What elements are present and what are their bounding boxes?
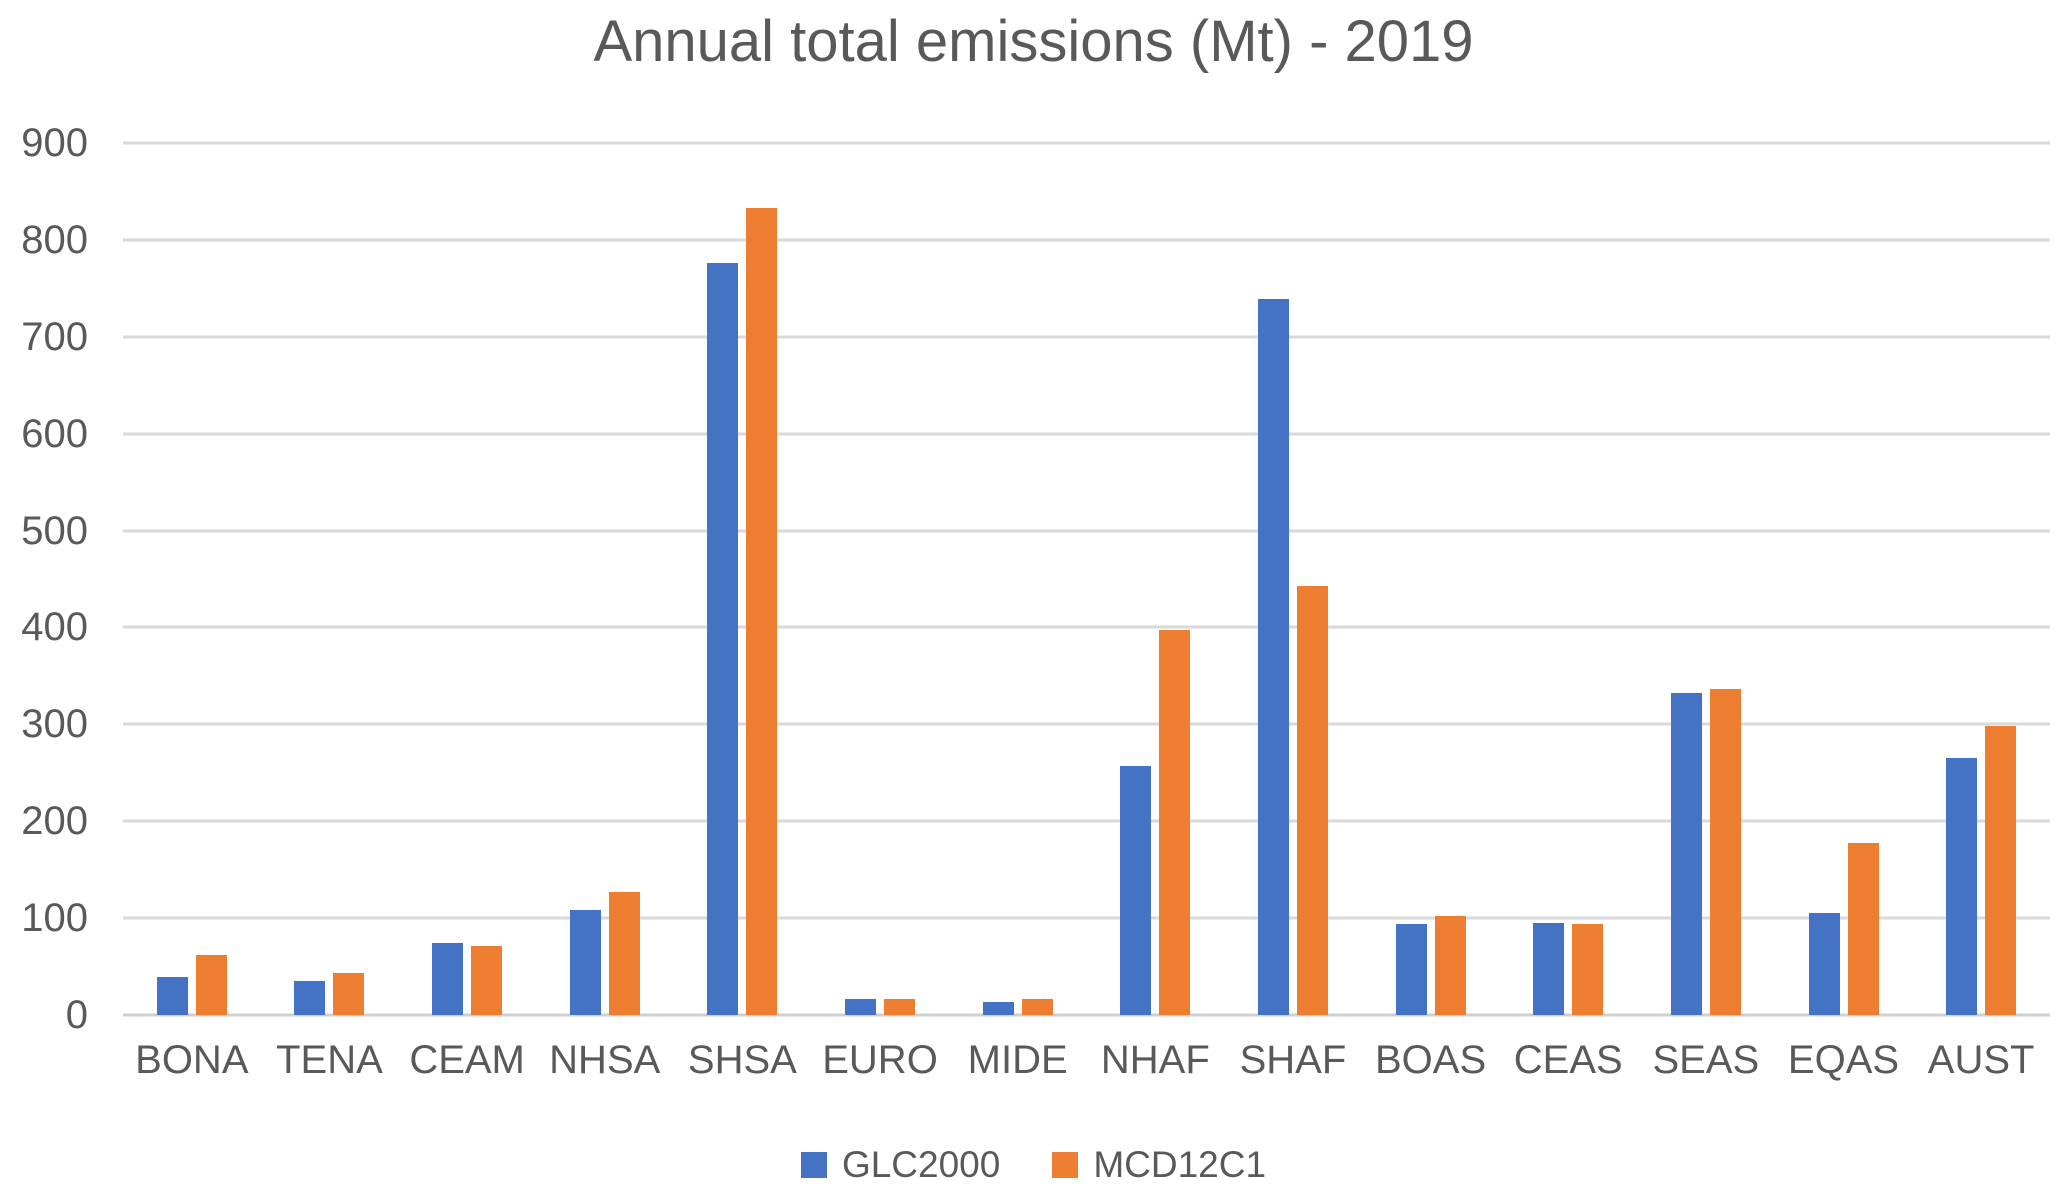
bar-mcd12c1-eqas (1847, 842, 1879, 1015)
bar-group-tena (261, 143, 399, 1015)
y-axis-tick-label: 600 (21, 411, 88, 456)
bar-glc2000-ceas (1533, 922, 1565, 1015)
bar-group-bona (123, 143, 261, 1015)
x-axis-category-label-euro: EURO (822, 1038, 938, 1082)
gridline-400 (123, 625, 2050, 629)
bar-glc2000-nhsa (569, 910, 601, 1015)
bar-glc2000-boas (1395, 923, 1427, 1015)
x-axis-category-label-mide: MIDE (967, 1038, 1068, 1082)
bar-group-ceam (398, 143, 536, 1015)
legend-swatch-icon-mcd12c1 (1052, 1152, 1079, 1178)
chart-title: Annual total emissions (Mt) - 2019 (593, 9, 1474, 74)
bar-glc2000-nhaf (1120, 766, 1152, 1015)
legend-item-mcd12c1: MCD12C1 (1052, 1144, 1266, 1186)
bar-glc2000-euro (845, 998, 877, 1015)
x-axis-category-label-eqas: EQAS (1787, 1038, 1900, 1082)
x-axis-category-label-bona: BONA (135, 1038, 249, 1082)
bar-group-aust (1912, 143, 2050, 1015)
legend-label-mcd12c1: MCD12C1 (1093, 1144, 1267, 1185)
x-axis-category-label-nhsa: NHSA (549, 1038, 661, 1082)
bar-group-seas (1637, 143, 1775, 1015)
bar-glc2000-tena (294, 981, 326, 1015)
x-axis-category-label-aust: AUST (1927, 1038, 2035, 1082)
gridline-500 (123, 529, 2050, 533)
y-axis: 0 100 200 300 400 500 600 700 800 900 (0, 123, 92, 1035)
x-axis: BONA TENA CEAM NHSA SHSA EURO MIDE NHAF SHAF BOAS… (123, 1038, 2050, 1083)
bar-group-boas (1362, 143, 1500, 1015)
bar-group-nhaf (1086, 143, 1224, 1015)
bar-group-euro (811, 143, 949, 1015)
y-axis-tick-label: 100 (21, 896, 88, 941)
legend-label-glc2000: GLC2000 (841, 1144, 1001, 1185)
bar-group-shaf (1224, 143, 1362, 1015)
x-axis-category-label-boas: BOAS (1375, 1038, 1487, 1082)
bar-mcd12c1-boas (1434, 916, 1466, 1015)
bar-group-mide (949, 143, 1087, 1015)
gridline-100 (123, 916, 2050, 920)
bar-glc2000-shaf (1257, 299, 1289, 1015)
gridline-200 (123, 819, 2050, 823)
x-axis-category-label-seas: SEAS (1652, 1038, 1760, 1082)
bar-mcd12c1-euro (884, 998, 916, 1015)
legend-item-glc2000: GLC2000 (800, 1144, 1001, 1186)
bar-glc2000-ceam (432, 943, 464, 1015)
plot-area (123, 141, 2050, 1017)
bar-glc2000-mide (982, 1002, 1014, 1015)
y-axis-tick-label: 400 (21, 605, 88, 650)
bar-glc2000-bona (156, 977, 188, 1015)
y-axis-tick-label: 300 (21, 702, 88, 747)
legend: GLC2000 MCD12C1 (0, 1144, 2067, 1186)
bar-group-shsa (674, 143, 812, 1015)
y-axis-tick-label: 700 (21, 314, 88, 359)
bar-mcd12c1-ceas (1572, 923, 1604, 1015)
bar-mcd12c1-nhsa (608, 891, 640, 1015)
bar-mcd12c1-bona (195, 954, 227, 1015)
x-axis-category-label-tena: TENA (276, 1038, 383, 1082)
x-axis-category-label-shaf: SHAF (1239, 1038, 1347, 1082)
x-axis-category-label-shsa: SHSA (687, 1038, 797, 1082)
bar-mcd12c1-nhaf (1159, 630, 1191, 1015)
bar-group-ceas (1499, 143, 1637, 1015)
gridline-700 (123, 335, 2050, 339)
gridline-900 (123, 141, 2050, 145)
bar-glc2000-aust (1946, 758, 1978, 1015)
bar-mcd12c1-seas (1709, 688, 1741, 1015)
bar-mcd12c1-aust (1985, 726, 2017, 1015)
bar-group-nhsa (536, 143, 674, 1015)
gridline-300 (123, 722, 2050, 726)
bar-glc2000-shsa (707, 263, 739, 1015)
x-axis-baseline (123, 1013, 2050, 1017)
y-axis-tick-label: 900 (21, 121, 88, 165)
bar-glc2000-seas (1670, 693, 1702, 1015)
bar-group-eqas (1775, 143, 1913, 1015)
bar-mcd12c1-shaf (1296, 585, 1328, 1015)
bar-glc2000-eqas (1808, 913, 1840, 1015)
bar-mcd12c1-ceam (471, 946, 503, 1015)
bar-mcd12c1-mide (1021, 998, 1053, 1015)
bar-groups-layer (123, 143, 2050, 1015)
y-axis-tick-label: 500 (21, 508, 88, 553)
bar-mcd12c1-shsa (746, 207, 778, 1015)
gridline-800 (123, 238, 2050, 242)
bar-mcd12c1-tena (333, 973, 365, 1015)
x-axis-category-label-ceam: CEAM (409, 1038, 525, 1082)
y-axis-tick-label: 0 (65, 993, 88, 1037)
x-axis-category-label-ceas: CEAS (1513, 1038, 1623, 1082)
y-axis-tick-label: 200 (21, 799, 88, 844)
gridline-600 (123, 432, 2050, 436)
y-axis-tick-label: 800 (21, 217, 88, 262)
legend-swatch-icon-glc2000 (800, 1152, 827, 1178)
x-axis-category-label-nhaf: NHAF (1100, 1038, 1210, 1082)
